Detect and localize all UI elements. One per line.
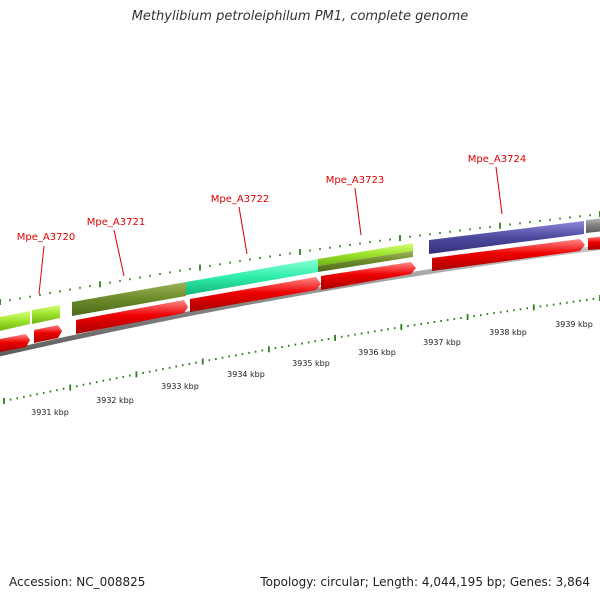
kbp-label: 3931 kbp	[31, 408, 69, 417]
cds-arrow[interactable]	[190, 277, 321, 312]
cds-arrow[interactable]	[34, 325, 62, 343]
leader-line	[113, 229, 125, 277]
feature-box[interactable]	[32, 305, 60, 324]
leader-line	[354, 187, 362, 236]
feature-box[interactable]	[429, 221, 584, 254]
feature-box[interactable]	[72, 282, 186, 316]
kbp-label: 3937 kbp	[423, 338, 461, 347]
leader-line	[495, 166, 503, 215]
feature-box[interactable]	[318, 243, 413, 266]
leader-line	[38, 245, 45, 295]
map-title: Methylibium petroleiphilum PM1, complete…	[131, 9, 469, 24]
feature-box[interactable]	[186, 259, 318, 295]
feature-box[interactable]	[318, 251, 413, 272]
kbp-label: 3935 kbp	[292, 359, 330, 368]
feature-box[interactable]	[0, 311, 30, 332]
cds-arrow[interactable]	[432, 239, 585, 271]
cds-arrow[interactable]	[76, 300, 188, 334]
feature-track	[0, 218, 600, 332]
accession-text: Accession: NC_008825	[9, 575, 146, 589]
kbp-label: 3939 kbp	[555, 320, 593, 329]
kbp-label: 3933 kbp	[161, 382, 199, 391]
kbp-labels: 3931 kbp 3932 kbp 3933 kbp 3934 kbp 3935…	[31, 320, 593, 417]
kbp-label: 3932 kbp	[96, 396, 134, 405]
kbp-label: 3936 kbp	[358, 348, 396, 357]
cds-track	[0, 236, 600, 353]
cds-arrow[interactable]	[321, 262, 416, 290]
cds-arrow[interactable]	[588, 236, 600, 250]
cds-arrow[interactable]	[0, 334, 30, 353]
genome-summary-text: Topology: circular; Length: 4,044,195 bp…	[260, 575, 590, 589]
kbp-label: 3934 kbp	[227, 370, 265, 379]
gene-leaders	[38, 166, 503, 295]
outer-tick-scale	[0, 211, 600, 305]
leader-line	[238, 206, 248, 255]
gene-label-mpe-a3723[interactable]: Mpe_A3723	[326, 175, 384, 186]
gene-label-mpe-a3724[interactable]: Mpe_A3724	[468, 154, 526, 165]
gene-label-mpe-a3720[interactable]: Mpe_A3720	[17, 232, 75, 243]
gene-label-mpe-a3721[interactable]: Mpe_A3721	[87, 217, 145, 228]
feature-box[interactable]	[586, 218, 600, 233]
gene-label-mpe-a3722[interactable]: Mpe_A3722	[211, 194, 269, 205]
gene-labels: Mpe_A3720 Mpe_A3721 Mpe_A3722 Mpe_A3723 …	[17, 154, 526, 243]
kbp-label: 3938 kbp	[489, 328, 527, 337]
inner-tick-scale	[3, 295, 600, 404]
